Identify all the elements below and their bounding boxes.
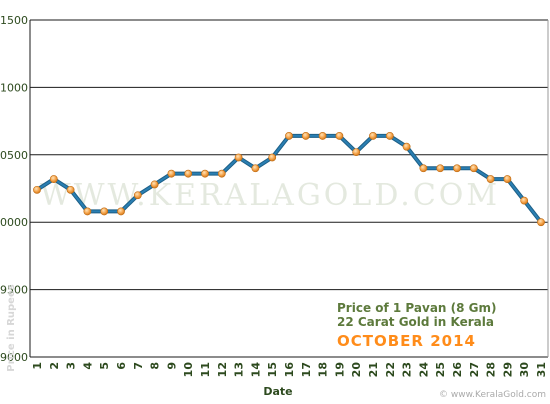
chart-title-line1: Price of 1 Pavan (8 Gm) [337,301,497,315]
data-point [503,175,512,183]
x-axis-title: Date [263,385,292,398]
x-tick-label: 6 [115,362,128,370]
data-point [251,164,260,173]
x-tick-label: 22 [384,362,397,377]
data-point [33,185,41,194]
x-tick-label: 31 [535,362,548,377]
y-tick-label: 19000 [0,351,28,364]
data-point [385,132,394,140]
x-tick-label: 7 [132,362,145,370]
x-tick-label: 29 [501,362,514,377]
data-point [402,142,411,151]
x-tick-label: 15 [266,362,279,377]
x-tick-label: 2 [48,362,61,370]
data-point [133,191,142,200]
grid-lines [29,19,549,358]
x-tick-label: 26 [451,362,464,378]
y-tick-label: 20500 [0,149,28,162]
data-point [234,153,243,162]
x-tick-label: 11 [199,362,212,377]
x-tick-label: 5 [98,362,111,370]
y-tick-label: 21000 [0,81,28,94]
x-tick-label: 13 [233,362,246,377]
x-tick-label: 3 [65,362,78,370]
x-tick-label: 25 [434,362,447,377]
data-point [49,175,58,183]
y-tick-label: 20000 [0,216,28,229]
data-point [301,132,310,140]
x-tick-label: 12 [216,362,229,377]
x-tick-label: 19 [333,362,346,377]
data-point [100,207,109,216]
data-point [318,132,327,140]
x-tick-label: 30 [518,362,531,378]
x-tick-label: 21 [367,362,380,377]
x-tick-label: 28 [485,362,498,377]
x-tick-label: 10 [182,362,195,378]
data-point [537,218,545,227]
y-axis-ticks: 19000 19500 20000 20500 21000 21500 [0,14,28,364]
x-tick-label: 14 [249,362,262,378]
data-point [117,207,125,216]
data-point [486,175,495,183]
data-point [419,164,428,173]
y-tick-label: 19500 [0,284,28,297]
data-point [66,185,75,194]
y-axis-title: Price in Rupees [6,284,17,371]
data-point [83,207,92,216]
data-point [520,196,529,205]
data-point [150,180,159,189]
data-point [184,169,193,178]
y-tick-label: 21500 [0,14,28,27]
x-tick-label: 20 [350,362,363,378]
plot-area [30,20,548,357]
data-point [436,164,445,173]
chart-title-line2: 22 Carat Gold in Kerala [337,315,494,329]
data-point [167,169,176,178]
data-point [453,164,461,173]
chart-title-month: OCTOBER 2014 [337,332,476,350]
data-point [369,132,377,140]
data-point [335,132,344,140]
x-axis-ticks: 1 2 3 4 5 6 7 8 9 10 11 12 13 14 15 16 17 18 19 20 21 22 23 24 2… [31,362,548,378]
x-tick-label: 23 [401,362,414,377]
data-point [201,169,209,178]
data-point [352,148,361,157]
x-tick-label: 17 [300,362,313,377]
x-tick-label: 24 [417,362,430,378]
x-tick-label: 9 [165,362,178,370]
data-point [285,132,293,140]
data-point [469,164,478,173]
watermark-text: WWW.KERALAGOLD.COM [40,178,500,213]
data-point [268,153,277,162]
footer-copyright: © www.KeralaGold.com [439,390,546,400]
x-tick-label: 18 [317,362,330,377]
x-tick-label: 4 [81,362,94,370]
series-gold-price [33,132,545,227]
data-point [217,169,226,178]
x-tick-label: 8 [149,362,162,370]
x-tick-label: 16 [283,362,296,378]
x-tick-label: 27 [468,362,481,377]
x-tick-label: 1 [31,362,44,370]
